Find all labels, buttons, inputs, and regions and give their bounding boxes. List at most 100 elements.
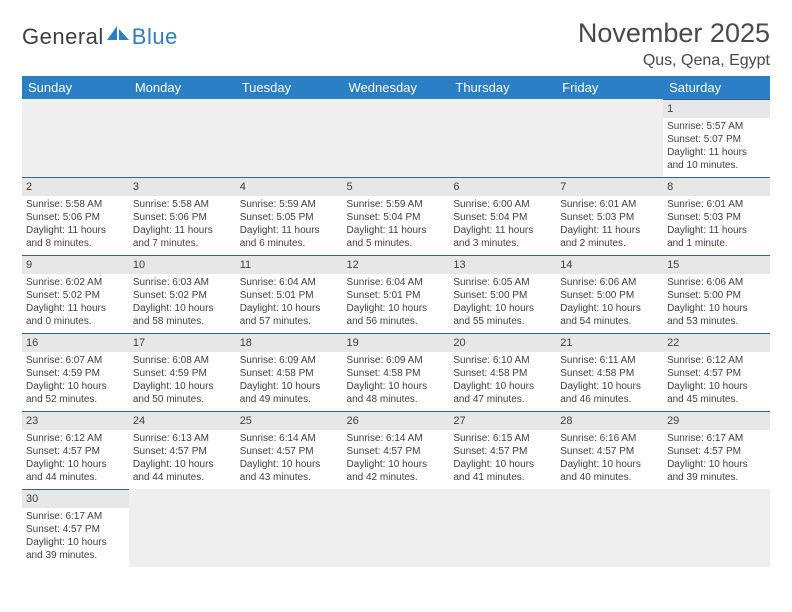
weekday-header: Thursday — [449, 76, 556, 99]
day-number: 28 — [556, 411, 663, 430]
daylight-text: Daylight: 10 hours and 55 minutes. — [453, 302, 552, 328]
calendar-cell — [236, 489, 343, 567]
daylight-text: Daylight: 10 hours and 56 minutes. — [347, 302, 446, 328]
sunset-text: Sunset: 5:00 PM — [560, 289, 659, 302]
sunset-text: Sunset: 4:57 PM — [133, 445, 232, 458]
daylight-text: Daylight: 10 hours and 47 minutes. — [453, 380, 552, 406]
calendar-cell: 25Sunrise: 6:14 AMSunset: 4:57 PMDayligh… — [236, 411, 343, 489]
daylight-text: Daylight: 11 hours and 5 minutes. — [347, 224, 446, 250]
day-details: Sunrise: 6:07 AMSunset: 4:59 PMDaylight:… — [22, 352, 129, 410]
day-details: Sunrise: 6:05 AMSunset: 5:00 PMDaylight:… — [449, 274, 556, 332]
day-details: Sunrise: 6:11 AMSunset: 4:58 PMDaylight:… — [556, 352, 663, 410]
sunset-text: Sunset: 5:01 PM — [240, 289, 339, 302]
sunset-text: Sunset: 4:58 PM — [453, 367, 552, 380]
daylight-text: Daylight: 11 hours and 1 minute. — [667, 224, 766, 250]
daylight-text: Daylight: 11 hours and 6 minutes. — [240, 224, 339, 250]
day-details: Sunrise: 6:04 AMSunset: 5:01 PMDaylight:… — [236, 274, 343, 332]
sunrise-text: Sunrise: 6:03 AM — [133, 276, 232, 289]
daylight-text: Daylight: 10 hours and 49 minutes. — [240, 380, 339, 406]
day-details: Sunrise: 6:12 AMSunset: 4:57 PMDaylight:… — [663, 352, 770, 410]
sunset-text: Sunset: 4:59 PM — [26, 367, 125, 380]
brand-logo: General Blue — [22, 18, 178, 50]
day-number: 21 — [556, 333, 663, 352]
daylight-text: Daylight: 11 hours and 0 minutes. — [26, 302, 125, 328]
day-number: 17 — [129, 333, 236, 352]
day-number: 26 — [343, 411, 450, 430]
daylight-text: Daylight: 11 hours and 2 minutes. — [560, 224, 659, 250]
calendar-cell: 17Sunrise: 6:08 AMSunset: 4:59 PMDayligh… — [129, 333, 236, 411]
calendar-cell: 5Sunrise: 5:59 AMSunset: 5:04 PMDaylight… — [343, 177, 450, 255]
sunrise-text: Sunrise: 5:57 AM — [667, 120, 766, 133]
day-details: Sunrise: 6:06 AMSunset: 5:00 PMDaylight:… — [556, 274, 663, 332]
sunset-text: Sunset: 5:07 PM — [667, 133, 766, 146]
sunrise-text: Sunrise: 6:01 AM — [560, 198, 659, 211]
day-number: 4 — [236, 177, 343, 196]
calendar-cell: 4 Sunrise: 5:59 AMSunset: 5:05 PMDaylight… — [236, 177, 343, 255]
calendar-cell — [449, 99, 556, 177]
day-details: Sunrise: 6:01 AMSunset: 5:03 PMDaylight:… — [663, 196, 770, 254]
day-number: 22 — [663, 333, 770, 352]
header: General Blue November 2025 Qus, Qena, Eg… — [22, 18, 770, 70]
calendar-cell: 7Sunrise: 6:01 AMSunset: 5:03 PMDaylight… — [556, 177, 663, 255]
day-details: Sunrise: 6:09 AMSunset: 4:58 PMDaylight:… — [236, 352, 343, 410]
day-details: Sunrise: 5:58 AMSunset: 5:06 PMDaylight:… — [129, 196, 236, 254]
daylight-text: Daylight: 11 hours and 3 minutes. — [453, 224, 552, 250]
sunset-text: Sunset: 4:57 PM — [667, 367, 766, 380]
daylight-text: Daylight: 11 hours and 10 minutes. — [667, 146, 766, 172]
day-number: 30 — [22, 489, 129, 508]
day-details: Sunrise: 6:09 AMSunset: 4:58 PMDaylight:… — [343, 352, 450, 410]
calendar-cell: 28Sunrise: 6:16 AMSunset: 4:57 PMDayligh… — [556, 411, 663, 489]
calendar-cell: 6Sunrise: 6:00 AMSunset: 5:04 PMDaylight… — [449, 177, 556, 255]
sunset-text: Sunset: 5:05 PM — [240, 211, 339, 224]
sunset-text: Sunset: 5:04 PM — [453, 211, 552, 224]
calendar-cell: 29Sunrise: 6:17 AMSunset: 4:57 PMDayligh… — [663, 411, 770, 489]
day-details: Sunrise: 5:58 AMSunset: 5:06 PMDaylight:… — [22, 196, 129, 254]
day-details: Sunrise: 6:10 AMSunset: 4:58 PMDaylight:… — [449, 352, 556, 410]
calendar-cell: 14Sunrise: 6:06 AMSunset: 5:00 PMDayligh… — [556, 255, 663, 333]
sunrise-text: Sunrise: 6:11 AM — [560, 354, 659, 367]
calendar-cell — [236, 99, 343, 177]
day-number: 13 — [449, 255, 556, 274]
sunset-text: Sunset: 4:57 PM — [453, 445, 552, 458]
brand-part2: Blue — [132, 24, 178, 50]
day-details: Sunrise: 5:59 AMSunset: 5:04 PMDaylight:… — [343, 196, 450, 254]
day-number: 3 — [129, 177, 236, 196]
calendar-cell: 2Sunrise: 5:58 AMSunset: 5:06 PMDaylight… — [22, 177, 129, 255]
month-title: November 2025 — [578, 18, 770, 49]
calendar-cell — [22, 99, 129, 177]
day-number: 27 — [449, 411, 556, 430]
day-details: Sunrise: 6:17 AMSunset: 4:57 PMDaylight:… — [663, 430, 770, 488]
day-number: 20 — [449, 333, 556, 352]
day-details: Sunrise: 6:00 AMSunset: 5:04 PMDaylight:… — [449, 196, 556, 254]
calendar-cell: 11Sunrise: 6:04 AMSunset: 5:01 PMDayligh… — [236, 255, 343, 333]
day-details: Sunrise: 6:02 AMSunset: 5:02 PMDaylight:… — [22, 274, 129, 332]
day-number: 16 — [22, 333, 129, 352]
calendar-cell: 1Sunrise: 5:57 AMSunset: 5:07 PMDaylight… — [663, 99, 770, 177]
sunrise-text: Sunrise: 6:09 AM — [347, 354, 446, 367]
day-number: 8 — [663, 177, 770, 196]
sunset-text: Sunset: 5:01 PM — [347, 289, 446, 302]
calendar-cell: 13Sunrise: 6:05 AMSunset: 5:00 PMDayligh… — [449, 255, 556, 333]
calendar-cell: 12Sunrise: 6:04 AMSunset: 5:01 PMDayligh… — [343, 255, 450, 333]
sunrise-text: Sunrise: 6:09 AM — [240, 354, 339, 367]
calendar-cell — [343, 489, 450, 567]
sunrise-text: Sunrise: 6:00 AM — [453, 198, 552, 211]
calendar-cell — [663, 489, 770, 567]
day-details: Sunrise: 6:08 AMSunset: 4:59 PMDaylight:… — [129, 352, 236, 410]
day-number: 2 — [22, 177, 129, 196]
daylight-text: Daylight: 10 hours and 43 minutes. — [240, 458, 339, 484]
calendar-cell: 26Sunrise: 6:14 AMSunset: 4:57 PMDayligh… — [343, 411, 450, 489]
calendar-cell: 20Sunrise: 6:10 AMSunset: 4:58 PMDayligh… — [449, 333, 556, 411]
sunrise-text: Sunrise: 6:04 AM — [347, 276, 446, 289]
calendar-header-row: SundayMondayTuesdayWednesdayThursdayFrid… — [22, 76, 770, 99]
daylight-text: Daylight: 10 hours and 52 minutes. — [26, 380, 125, 406]
sunrise-text: Sunrise: 5:59 AM — [240, 198, 339, 211]
day-details: Sunrise: 6:03 AMSunset: 5:02 PMDaylight:… — [129, 274, 236, 332]
sunrise-text: Sunrise: 6:14 AM — [240, 432, 339, 445]
sunrise-text: Sunrise: 5:58 AM — [133, 198, 232, 211]
weekday-header: Sunday — [22, 76, 129, 99]
day-number: 9 — [22, 255, 129, 274]
daylight-text: Daylight: 10 hours and 50 minutes. — [133, 380, 232, 406]
daylight-text: Daylight: 10 hours and 40 minutes. — [560, 458, 659, 484]
sunset-text: Sunset: 5:02 PM — [26, 289, 125, 302]
